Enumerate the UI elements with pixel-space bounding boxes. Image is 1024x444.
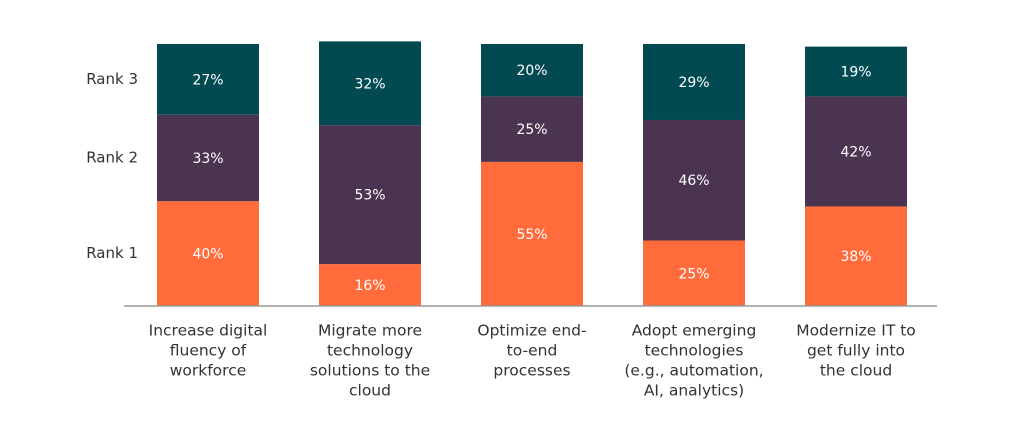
x-tick-label: cloud xyxy=(349,382,391,400)
x-tick-label: solutions to the xyxy=(310,362,430,380)
bar-segment xyxy=(481,96,583,162)
bar-segment xyxy=(805,206,907,306)
bar-segment xyxy=(157,44,259,115)
bar-segment xyxy=(319,41,421,126)
x-tick-label: to-end xyxy=(507,342,558,360)
value-label: 20% xyxy=(516,63,547,79)
value-label: 32% xyxy=(354,76,385,92)
value-label: 40% xyxy=(192,247,223,263)
value-label: 46% xyxy=(678,173,709,189)
x-tick-label: technologies xyxy=(645,342,744,360)
bar-segment xyxy=(643,240,745,306)
x-tick-label: Modernize IT to xyxy=(796,322,916,340)
x-tick-label: fluency of xyxy=(170,342,247,360)
x-tick-label: processes xyxy=(493,362,570,380)
x-tick-label: get fully into xyxy=(807,342,905,360)
x-tick-label: Adopt emerging xyxy=(632,322,757,340)
value-label: 25% xyxy=(678,266,709,282)
bar-segment xyxy=(319,264,421,306)
bar-segment xyxy=(157,201,259,306)
x-tick-label: Increase digital xyxy=(149,322,268,340)
value-label: 33% xyxy=(192,151,223,167)
bar-segment xyxy=(805,96,907,207)
bar-segment xyxy=(319,125,421,265)
x-tick-label: the cloud xyxy=(820,362,892,380)
x-tick-label: workforce xyxy=(170,362,247,380)
legend-label: Rank 3 xyxy=(86,70,138,88)
bar-segment xyxy=(481,161,583,306)
bar-segment xyxy=(643,119,745,241)
bar-segment xyxy=(481,44,583,97)
value-label: 25% xyxy=(516,122,547,138)
bar-segment xyxy=(157,114,259,202)
x-tick-label: Optimize end- xyxy=(477,322,586,340)
value-label: 29% xyxy=(678,75,709,91)
value-label: 27% xyxy=(192,72,223,88)
bar-segment xyxy=(643,44,745,120)
value-label: 16% xyxy=(354,278,385,294)
legend-label: Rank 1 xyxy=(86,244,138,262)
x-tick-label: AI, analytics) xyxy=(644,382,744,400)
value-label: 55% xyxy=(516,227,547,243)
x-tick-label: Migrate more xyxy=(318,322,422,340)
value-label: 42% xyxy=(840,144,871,160)
legend-label: Rank 2 xyxy=(86,148,138,166)
x-tick-label: technology xyxy=(327,342,413,360)
value-label: 53% xyxy=(354,188,385,204)
value-label: 38% xyxy=(840,249,871,265)
value-label: 19% xyxy=(840,65,871,81)
x-tick-label: (e.g., automation, xyxy=(624,362,763,380)
bar-segment xyxy=(805,46,907,97)
